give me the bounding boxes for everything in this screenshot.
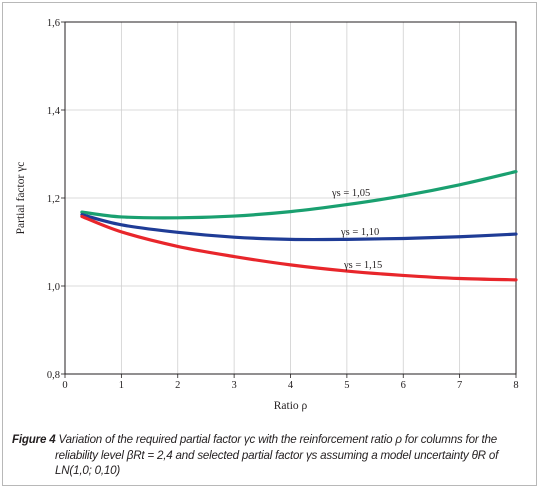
x-tick-label: 2 (175, 380, 180, 391)
caption-line-3: LN(1,0; 0,10) (55, 464, 121, 477)
caption-figure-label: Figure 4 (12, 433, 56, 446)
grid-lines (65, 22, 516, 374)
y-tick-label: 0,8 (47, 370, 60, 381)
y-axis-label: Partial factor γc (15, 162, 27, 235)
x-axis-label: Ratio ρ (274, 400, 308, 412)
series-line-gamma-s-1-10 (80, 213, 518, 242)
caption-line-1: Figure 4 Variation of the required parti… (12, 432, 530, 448)
x-tick-label: 5 (344, 380, 349, 391)
x-tick-label: 0 (62, 380, 67, 391)
figure-caption: Figure 4 Variation of the required parti… (12, 432, 530, 479)
caption-text-1: Variation of the required partial factor… (58, 433, 498, 446)
series-lines (80, 170, 518, 282)
x-tick-label: 3 (232, 380, 237, 391)
y-tick-label: 1,6 (47, 18, 60, 29)
x-tick-label: 4 (288, 380, 294, 391)
figure-frame (2, 2, 537, 486)
x-axis-ticks: 0 1 2 3 4 5 6 7 8 (62, 374, 519, 391)
x-tick-label: 1 (119, 380, 124, 391)
series-labels: γs = 1,05 γs = 1,10 γs = 1,15 (331, 188, 382, 271)
y-tick-label: 1,4 (47, 106, 61, 117)
series-label-gamma-s-1-05: γs = 1,05 (331, 188, 370, 199)
caption-line-2: reliability level βRt = 2,4 and selected… (55, 448, 499, 462)
series-line-gamma-s-1-05 (80, 170, 518, 220)
x-tick-label: 6 (401, 380, 406, 391)
series-line-gamma-s-1-15 (80, 214, 518, 282)
x-tick-label: 7 (457, 380, 462, 391)
series-label-gamma-s-1-10: γs = 1,10 (340, 227, 379, 238)
y-tick-label: 1,2 (47, 194, 60, 205)
series-label-gamma-s-1-15: γs = 1,15 (343, 260, 382, 271)
y-tick-label: 1,0 (47, 282, 60, 293)
y-axis-ticks: 0,8 1,0 1,2 1,4 1,6 (47, 18, 65, 381)
x-tick-label: 8 (513, 380, 518, 391)
